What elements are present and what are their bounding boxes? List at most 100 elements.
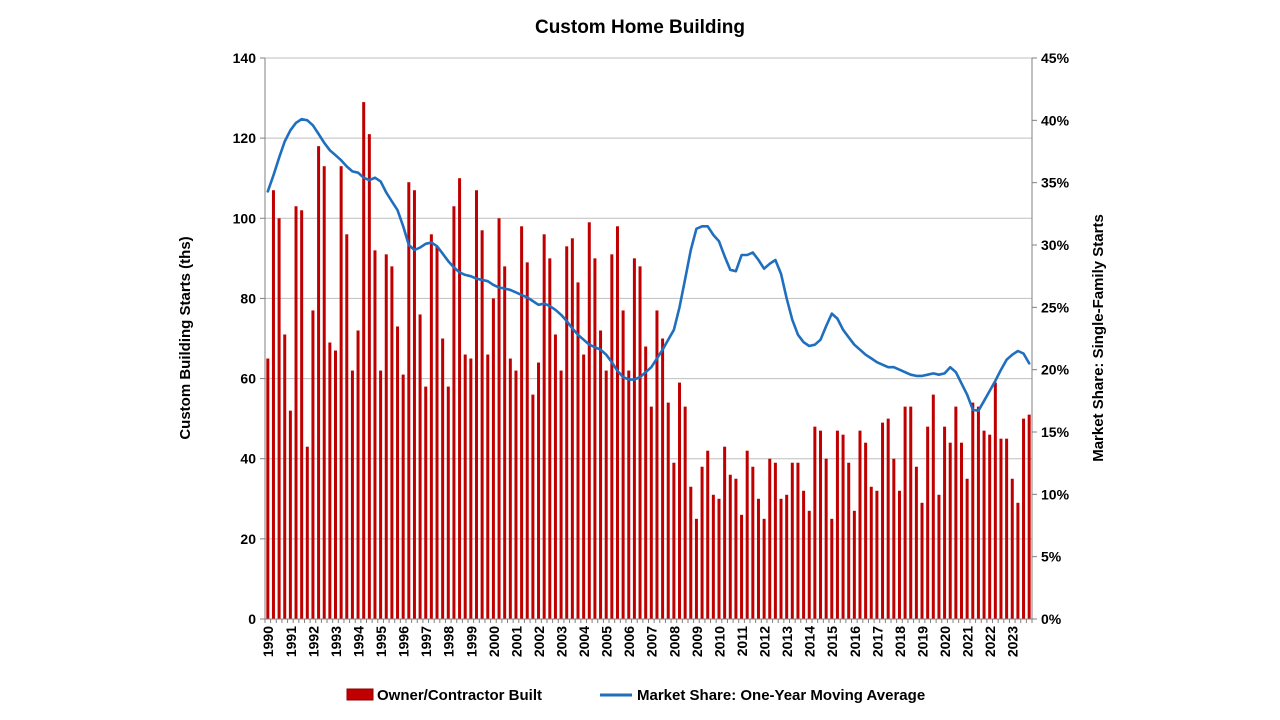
bar xyxy=(960,442,964,619)
bar xyxy=(847,462,851,619)
bar xyxy=(1027,414,1031,619)
right-tick-label: 30% xyxy=(1041,237,1070,253)
bar xyxy=(525,262,529,619)
bar xyxy=(587,222,591,620)
bar xyxy=(407,182,411,619)
bar xyxy=(390,266,394,619)
year-label: 2005 xyxy=(599,626,615,657)
bar xyxy=(756,498,760,619)
right-axis-ticks: 0% 5% 10% 15% 20% 25% 30% 35% 40% 45% xyxy=(1032,50,1070,627)
right-tick-label: 10% xyxy=(1041,486,1070,502)
year-label: 2021 xyxy=(960,626,976,657)
year-label: 1998 xyxy=(441,626,457,657)
bar xyxy=(869,486,873,619)
bar xyxy=(305,446,309,619)
year-label: 1992 xyxy=(305,626,321,657)
bar xyxy=(768,458,772,619)
year-label: 2002 xyxy=(531,626,547,657)
legend: Owner/Contractor Built Market Share: One… xyxy=(346,687,925,704)
bar xyxy=(627,370,631,619)
bar xyxy=(497,218,501,620)
year-label: 1999 xyxy=(463,626,479,657)
bar xyxy=(424,386,428,619)
bar xyxy=(604,370,608,619)
bar xyxy=(785,494,789,619)
right-tick-label: 35% xyxy=(1041,175,1070,191)
bar xyxy=(914,466,918,619)
right-tick-label: 25% xyxy=(1041,299,1070,315)
bar xyxy=(762,518,766,619)
bar xyxy=(892,458,896,619)
bar xyxy=(266,358,270,619)
right-tick-label: 20% xyxy=(1041,362,1070,378)
bar xyxy=(412,190,416,619)
bar xyxy=(503,266,507,619)
bar xyxy=(367,134,371,619)
year-label: 2004 xyxy=(576,626,592,657)
bar xyxy=(542,234,546,620)
right-tick-label: 45% xyxy=(1041,50,1070,66)
left-tick-label: 40 xyxy=(240,451,256,467)
year-label: 2010 xyxy=(711,626,727,657)
year-label: 2012 xyxy=(757,626,773,657)
right-axis-title: Market Share: Single-Family Starts xyxy=(1090,214,1107,462)
bar xyxy=(621,310,625,619)
bar xyxy=(835,430,839,619)
year-label: 2018 xyxy=(892,626,908,657)
bar xyxy=(779,498,783,619)
bar xyxy=(615,226,619,620)
bar xyxy=(807,510,811,619)
right-tick-label: 40% xyxy=(1041,112,1070,128)
year-label: 2003 xyxy=(553,626,569,657)
legend-bar-label: Owner/Contractor Built xyxy=(377,687,542,704)
bar xyxy=(965,478,969,619)
bar xyxy=(452,206,456,619)
bar xyxy=(644,346,648,619)
bar xyxy=(283,334,287,619)
bar xyxy=(435,246,439,620)
bar xyxy=(480,230,484,620)
year-label: 2011 xyxy=(734,626,750,657)
year-label: 2013 xyxy=(779,626,795,657)
bar xyxy=(689,486,693,619)
bar xyxy=(903,406,907,619)
year-label: 1997 xyxy=(418,626,434,657)
bar xyxy=(396,326,400,619)
bar xyxy=(982,430,986,619)
bar xyxy=(638,266,642,619)
left-axis-ticks: 0 20 40 60 80 100 120 140 xyxy=(233,50,265,627)
bar xyxy=(852,510,856,619)
year-label: 2006 xyxy=(621,626,637,657)
year-label: 1990 xyxy=(260,626,276,657)
bar xyxy=(350,370,354,619)
bar xyxy=(1016,502,1020,619)
bar xyxy=(711,494,715,619)
bar xyxy=(926,426,930,619)
year-label: 2014 xyxy=(802,626,818,657)
year-label: 2023 xyxy=(1005,626,1021,657)
bar xyxy=(678,382,682,619)
bar xyxy=(294,206,298,619)
bar xyxy=(384,254,388,619)
bar xyxy=(474,190,478,619)
bar xyxy=(948,442,952,619)
bar xyxy=(683,406,687,619)
bar xyxy=(740,514,744,619)
bar xyxy=(864,442,868,619)
bar xyxy=(379,370,383,619)
right-tick-label: 15% xyxy=(1041,424,1070,440)
x-axis-year-labels: 1990 1991 1992 1993 1994 1995 1996 1997 1998 1999… xyxy=(260,626,1020,657)
year-label: 2015 xyxy=(824,626,840,657)
bar xyxy=(824,458,828,619)
bar xyxy=(819,430,823,619)
left-tick-label: 100 xyxy=(233,210,257,226)
bar xyxy=(723,446,727,619)
bar xyxy=(599,330,603,619)
bar xyxy=(345,234,349,620)
left-tick-label: 140 xyxy=(233,50,257,66)
x-axis-ticks xyxy=(264,619,1033,623)
year-label: 2007 xyxy=(644,626,660,657)
bar xyxy=(672,462,676,619)
bar xyxy=(610,254,614,619)
